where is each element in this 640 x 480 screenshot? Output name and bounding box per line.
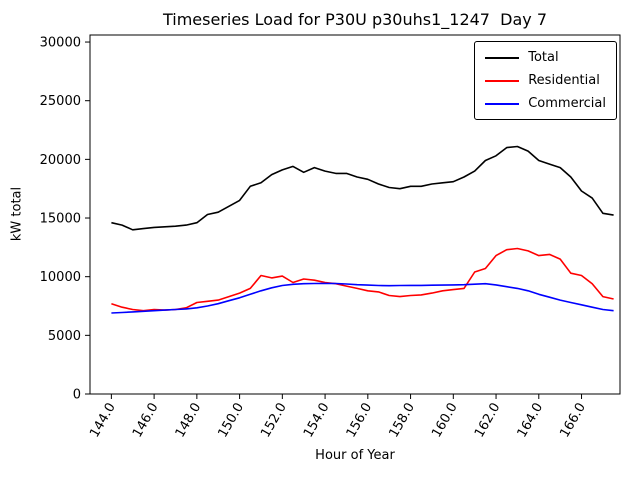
x-tick-label: 144.0 <box>87 401 119 441</box>
x-tick-label: 152.0 <box>258 401 290 441</box>
legend-line-commercial-icon <box>485 102 520 105</box>
plot-frame <box>89 34 621 395</box>
x-tick-label: 154.0 <box>301 401 333 441</box>
legend: Total Residential Commercial <box>474 41 617 120</box>
legend-entry-residential: Residential <box>485 73 606 88</box>
legend-entry-total: Total <box>485 50 606 65</box>
legend-label-total: Total <box>528 50 559 65</box>
x-tick-label: 148.0 <box>173 401 205 441</box>
x-tick-label: 160.0 <box>429 401 461 441</box>
legend-label-commercial: Commercial <box>528 96 606 111</box>
chart-title: Timeseries Load for P30U p30uhs1_1247 Da… <box>162 10 548 29</box>
x-tick-label: 150.0 <box>215 401 247 441</box>
y-tick-label: 25000 <box>40 94 81 109</box>
y-tick-label: 0 <box>73 388 81 403</box>
x-tick-label: 162.0 <box>472 401 504 441</box>
series-line-total <box>111 145 614 231</box>
y-axis-label: kW total <box>9 186 25 242</box>
series-line-commercial <box>111 282 614 314</box>
y-tick-label: 5000 <box>48 329 81 344</box>
y-tick-label: 10000 <box>40 270 81 285</box>
legend-line-residential-icon <box>485 79 520 82</box>
x-tick-label: 156.0 <box>344 401 376 441</box>
x-tick-label: 164.0 <box>515 401 547 441</box>
y-tick-label: 20000 <box>40 153 81 168</box>
y-tick-label: 15000 <box>40 212 81 227</box>
x-axis-label: Hour of Year <box>315 448 395 463</box>
y-tick-label: 30000 <box>40 36 81 51</box>
x-tick-label: 146.0 <box>130 401 162 441</box>
legend-entry-commercial: Commercial <box>485 96 606 111</box>
x-tick-label: 166.0 <box>557 401 589 441</box>
series-line-residential <box>111 247 614 312</box>
legend-label-residential: Residential <box>528 73 600 88</box>
x-tick-label: 158.0 <box>386 401 418 441</box>
legend-line-total-icon <box>485 56 520 59</box>
